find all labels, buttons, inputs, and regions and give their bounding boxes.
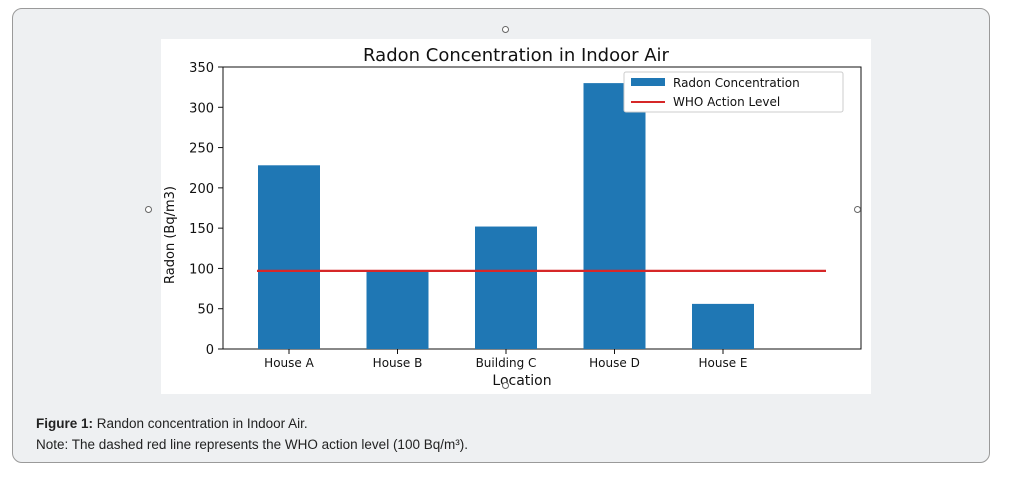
- y-tick-label: 100: [189, 262, 214, 277]
- figure-panel: 0 50 100 150 200 250 300 350 House A House B Build…: [12, 8, 990, 463]
- legend: Radon Concentration WHO Action Level: [623, 71, 844, 113]
- x-tick-label: House B: [373, 356, 423, 370]
- y-tick-label: 200: [189, 182, 214, 197]
- figure-image-frame: 0 50 100 150 200 250 300 350 House A House B Build…: [161, 39, 871, 394]
- bar-house-d: [583, 83, 646, 349]
- x-tick-label: House E: [698, 356, 747, 370]
- bar-house-a: [258, 165, 320, 349]
- bar-house-b: [366, 271, 429, 349]
- caption-line: Figure 1: Randon concentration in Indoor…: [36, 413, 468, 434]
- y-axis-label: Radon (Bq/m3): [163, 186, 178, 284]
- x-tick-label: House A: [264, 356, 314, 370]
- x-tick-label: House D: [589, 356, 640, 370]
- bar-house-e: [692, 303, 754, 349]
- ticks: 0 50 100 150 200 250 300 350 House A House B Build…: [189, 61, 747, 370]
- y-tick-label: 0: [206, 343, 214, 358]
- x-tick-label: Building C: [476, 356, 537, 370]
- bar-building-c: [475, 226, 537, 349]
- bar-chart: 0 50 100 150 200 250 300 350 House A House B Build…: [163, 45, 862, 389]
- resize-handle-bottom[interactable]: [502, 382, 509, 389]
- y-tick-label: 350: [189, 61, 214, 76]
- y-tick-label: 250: [189, 142, 214, 157]
- y-tick-label: 300: [189, 101, 214, 116]
- plot-area-frame: [222, 66, 862, 350]
- axes: [222, 66, 862, 350]
- bars: [258, 83, 754, 349]
- y-tick-label: 150: [189, 222, 214, 237]
- resize-handle-left[interactable]: [145, 206, 152, 213]
- legend-label-reference: WHO Action Level: [673, 95, 780, 109]
- resize-handle-top[interactable]: [502, 26, 509, 33]
- y-tick-label: 50: [197, 303, 214, 318]
- caption-note: Note: The dashed red line represents the…: [36, 437, 468, 452]
- figure-caption: Figure 1: Randon concentration in Indoor…: [36, 413, 468, 455]
- legend-box: [623, 71, 844, 113]
- caption-label: Figure 1:: [36, 416, 94, 431]
- legend-label-series: Radon Concentration: [673, 76, 800, 90]
- legend-swatch-bars: [631, 78, 665, 86]
- resize-handle-right[interactable]: [854, 206, 861, 213]
- caption-text: Randon concentration in Indoor Air.: [93, 416, 308, 431]
- chart-title: Radon Concentration in Indoor Air: [363, 45, 670, 66]
